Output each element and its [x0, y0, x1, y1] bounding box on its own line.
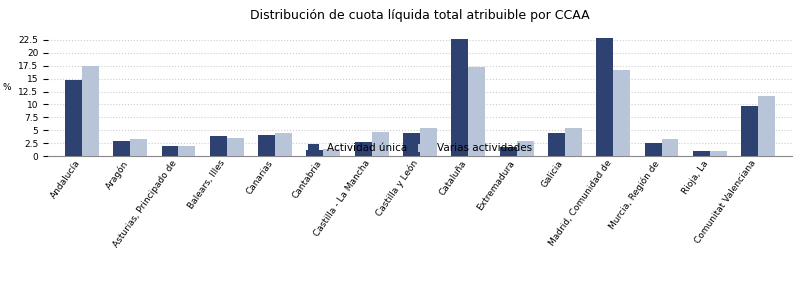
Bar [451, 39, 468, 156]
Bar [758, 96, 775, 156]
Bar [275, 133, 292, 156]
Bar [258, 135, 275, 156]
Bar [210, 136, 226, 156]
Bar [517, 141, 534, 156]
Bar [403, 133, 420, 156]
Bar [114, 140, 130, 156]
Bar [323, 149, 340, 156]
Bar [662, 140, 678, 156]
Bar [178, 146, 195, 156]
Bar [565, 128, 582, 156]
Bar [693, 152, 710, 156]
Bar [306, 150, 323, 156]
Bar [710, 151, 726, 156]
Bar [372, 132, 389, 156]
Bar [596, 38, 614, 156]
Bar [614, 70, 630, 156]
Legend: Actividad única, Varias actividades: Actividad única, Varias actividades [308, 143, 532, 153]
Bar [500, 147, 517, 156]
Bar [65, 80, 82, 156]
Bar [420, 128, 437, 156]
Bar [645, 143, 662, 156]
Bar [226, 138, 244, 156]
Bar [742, 106, 758, 156]
Bar [162, 146, 178, 156]
Bar [354, 142, 372, 156]
Title: Distribución de cuota líquida total atribuible por CCAA: Distribución de cuota líquida total atri… [250, 9, 590, 22]
Bar [130, 139, 147, 156]
Y-axis label: %: % [2, 82, 11, 91]
Bar [82, 66, 98, 156]
Bar [468, 67, 486, 156]
Bar [548, 133, 565, 156]
